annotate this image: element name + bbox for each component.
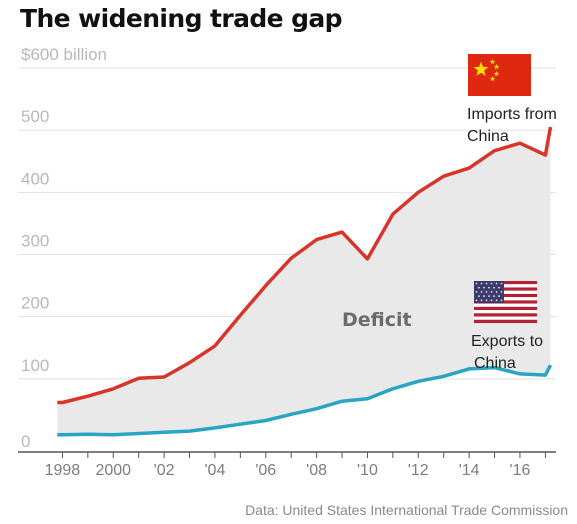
usa-flag-icon <box>474 281 537 324</box>
usa-flag-star <box>475 282 478 285</box>
usa-flag-star <box>490 291 493 293</box>
y-axis-ticks: 0 100 200 300 400 500 $600 billion <box>21 45 107 451</box>
imports-label-line2: China <box>467 128 509 145</box>
usa-flag-stripe <box>474 319 537 324</box>
usa-flag-star <box>485 299 488 302</box>
imports-label-line1: Imports from <box>467 106 557 123</box>
usa-flag-star <box>495 291 498 293</box>
usa-flag-star <box>485 282 488 285</box>
x-tick-label-2006: '06 <box>255 462 276 479</box>
exports-label-line1: Exports to <box>471 333 543 350</box>
usa-flag-stripe <box>474 290 537 294</box>
usa-flag-star <box>480 291 483 293</box>
usa-flag-star <box>500 299 503 302</box>
y-tick-label-500: 500 <box>21 107 49 126</box>
usa-flag-stripe <box>474 303 537 307</box>
y-tick-label-400: 400 <box>21 169 49 188</box>
usa-flag-star <box>498 295 500 297</box>
usa-flag-star <box>488 286 490 289</box>
usa-flag-stripe <box>474 313 537 317</box>
imports-series-line <box>57 126 553 405</box>
x-tick-label-2004: '04 <box>205 462 226 479</box>
x-tick-label-2016: '16 <box>510 462 531 479</box>
usa-flag-star <box>480 299 483 302</box>
usa-flag-stripe <box>474 310 537 314</box>
usa-flag-star <box>488 295 490 297</box>
usa-flag-stripe <box>474 306 537 311</box>
x-tick-label-2000: 2000 <box>95 462 131 479</box>
deficit-label: Deficit <box>342 309 412 331</box>
usa-flag-star <box>483 286 485 289</box>
china-flag-icon <box>468 54 531 96</box>
x-tick-label-2010: '10 <box>357 462 378 479</box>
y-tick-label-0: 0 <box>21 432 30 451</box>
usa-flag-stripe <box>474 316 537 320</box>
x-axis-ticks: 1998 2000 '02 '04 '06 '08 '10 '12 '14 '16 <box>45 452 546 479</box>
usa-flag-star <box>478 295 480 297</box>
x-tick-label-2008: '08 <box>306 462 327 479</box>
usa-flag-stripe <box>474 284 537 288</box>
usa-flag-star <box>490 282 493 285</box>
usa-flag-star <box>480 282 483 285</box>
usa-flag-stripe <box>474 297 537 301</box>
usa-flag-stripe <box>474 293 537 298</box>
usa-flag-stripe <box>474 287 537 291</box>
exports-series-line <box>57 364 553 437</box>
chart-title: The widening trade gap <box>20 4 343 33</box>
y-tick-label-300: 300 <box>21 232 49 251</box>
x-tick-label-1998: 1998 <box>45 462 81 479</box>
usa-flag-star <box>500 291 503 293</box>
x-tick-label-2014: '14 <box>459 462 480 479</box>
usa-flag-star <box>483 295 485 297</box>
usa-flag-star <box>475 291 478 293</box>
usa-flag-star <box>478 286 480 289</box>
usa-flag-star <box>475 299 478 302</box>
x-tick-label-2012: '12 <box>408 462 429 479</box>
usa-flag-star <box>495 299 498 302</box>
usa-flag-star <box>498 286 500 289</box>
exports-label-line2: China <box>474 355 516 372</box>
x-tick-label-2002: '02 <box>154 462 175 479</box>
usa-flag-stripe <box>474 281 537 285</box>
usa-flag-star <box>485 291 488 293</box>
usa-flag-star <box>495 282 498 285</box>
usa-flag-stripe <box>474 300 537 304</box>
y-tick-label-200: 200 <box>21 294 49 313</box>
y-tick-label-100: 100 <box>21 356 49 375</box>
usa-flag-star <box>500 282 503 285</box>
usa-flag-star <box>493 295 495 297</box>
source-note: Data: United States International Trade … <box>245 502 568 518</box>
usa-flag-star <box>490 299 493 302</box>
usa-flag-star <box>493 286 495 289</box>
y-tick-label-600: $600 billion <box>21 45 107 64</box>
deficit-area <box>57 127 551 435</box>
